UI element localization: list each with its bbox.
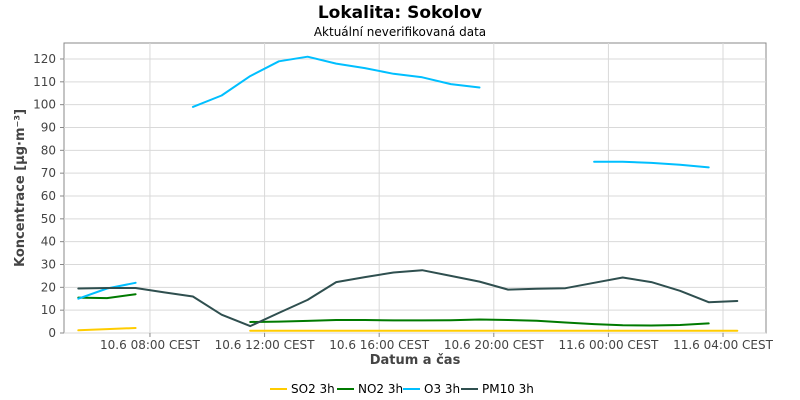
legend-label: O3 3h (424, 382, 460, 396)
series-line-no2 (249, 318, 710, 327)
y-tick-label: 10 (41, 303, 56, 317)
x-tick-label: 10.6 08:00 CEST (100, 338, 201, 352)
y-tick-label: 120 (33, 52, 56, 66)
x-axis-ticks: 10.6 08:00 CEST 10.6 12:00 CEST 10.6 16:00… (100, 333, 774, 352)
chart-subtitle: Aktuální neverifikovaná data (314, 25, 486, 39)
y-tick-label: 60 (41, 189, 56, 203)
y-tick-label: 100 (33, 98, 56, 112)
legend-item-o3[interactable]: O3 3h (403, 382, 460, 396)
y-tick-label: 50 (41, 212, 56, 226)
legend-label: SO2 3h (291, 382, 335, 396)
y-tick-label: 90 (41, 120, 56, 134)
y-tick-label: 30 (41, 257, 56, 271)
grid (64, 43, 766, 334)
y-tick-label: 40 (41, 235, 56, 249)
x-tick-label: 11.6 00:00 CEST (558, 338, 659, 352)
legend-label: NO2 3h (358, 382, 403, 396)
y-tick-label: 80 (41, 143, 56, 157)
series-line-no2 (77, 293, 137, 300)
legend-item-pm10[interactable]: PM10 3h (461, 382, 534, 396)
x-axis-label: Datum a čas (370, 353, 461, 368)
y-tick-label: 0 (48, 326, 56, 340)
y-axis-label: Koncentrace [µg·m⁻³] (13, 109, 28, 267)
series-line-pm10 (77, 269, 739, 328)
series-line-so2 (77, 327, 137, 332)
legend: SO2 3h NO2 3h O3 3h PM10 3h (270, 382, 534, 396)
legend-label: PM10 3h (482, 382, 534, 396)
x-tick-label: 10.6 16:00 CEST (329, 338, 430, 352)
series-line-o3 (191, 55, 481, 108)
legend-item-no2[interactable]: NO2 3h (337, 382, 403, 396)
series-line-o3 (593, 160, 710, 169)
y-tick-label: 70 (41, 166, 56, 180)
x-tick-label: 11.6 04:00 CEST (673, 338, 774, 352)
y-tick-label: 20 (41, 280, 56, 294)
x-tick-label: 10.6 12:00 CEST (215, 338, 316, 352)
plot-area (63, 42, 767, 334)
y-axis-ticks: 0 10 20 30 40 50 60 70 80 90 100 110 120 (33, 52, 64, 340)
chart-title: Lokalita: Sokolov (318, 3, 482, 23)
legend-item-so2[interactable]: SO2 3h (270, 382, 335, 396)
x-tick-label: 10.6 20:00 CEST (444, 338, 545, 352)
y-tick-label: 110 (33, 75, 56, 89)
series-lines (77, 55, 739, 332)
